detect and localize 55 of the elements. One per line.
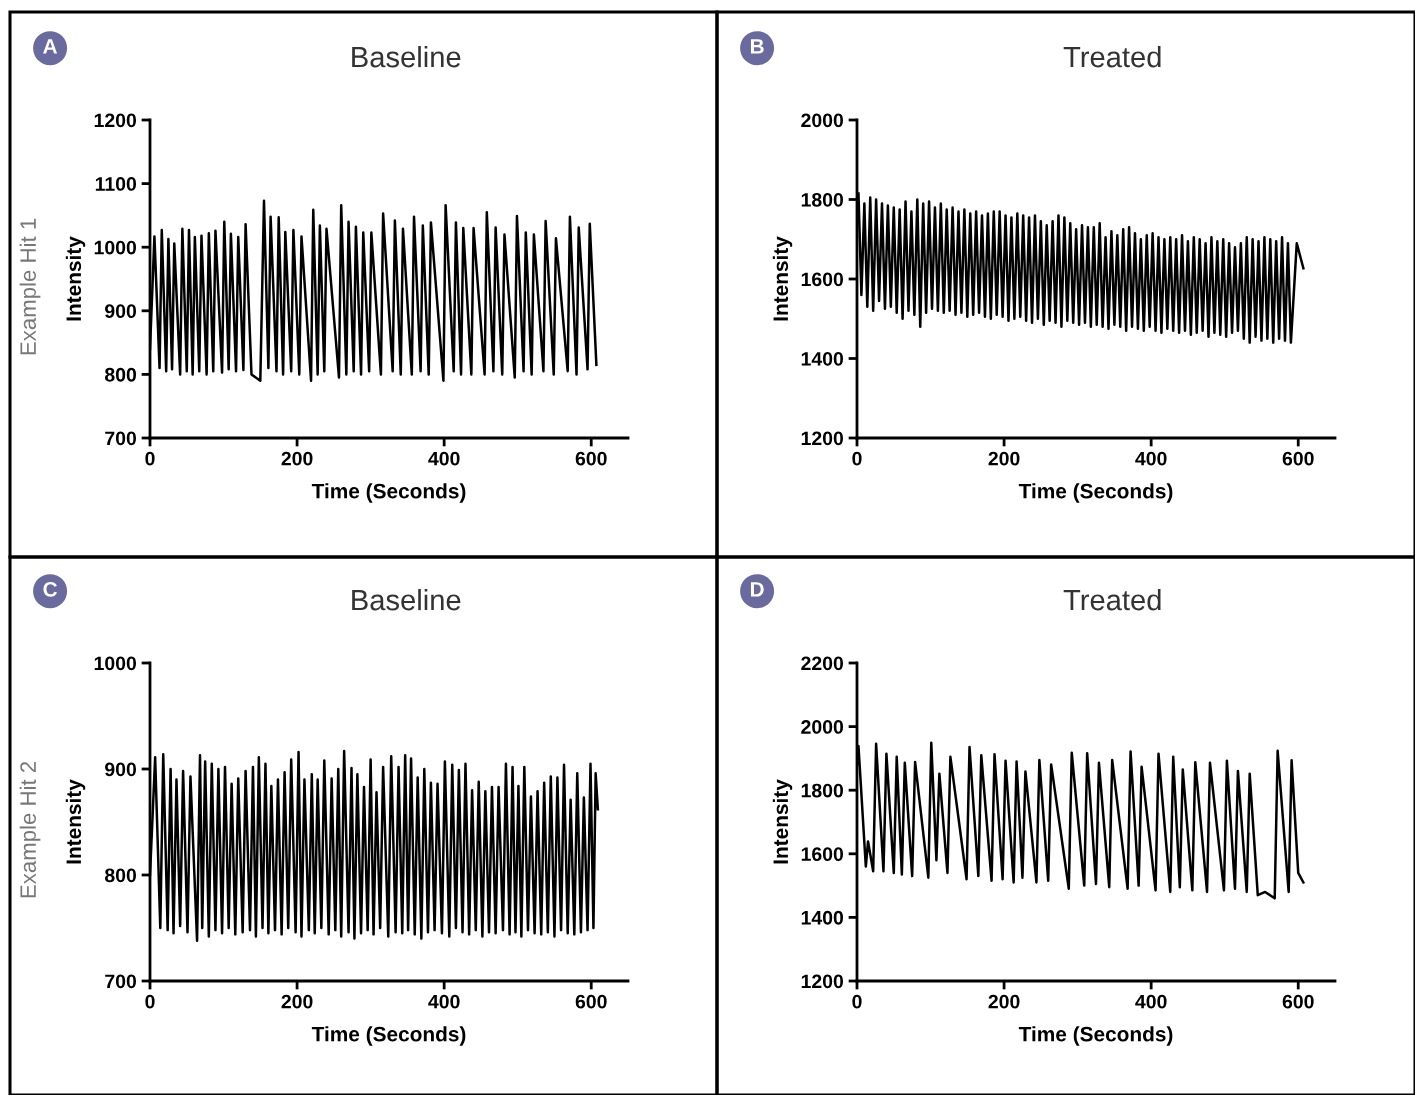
y-tick-label: 1000 bbox=[94, 656, 137, 671]
x-axis-title: Time (Seconds) bbox=[311, 1026, 466, 1046]
y-tick-label: 1200 bbox=[801, 974, 844, 989]
text: Example Hit 2 bbox=[19, 761, 41, 898]
chart-title: Baseline bbox=[352, 588, 461, 611]
x-axis-title: Time (Seconds) bbox=[311, 483, 466, 503]
text: A bbox=[43, 39, 58, 54]
y-tick-label: 700 bbox=[105, 431, 137, 446]
text: Example Hit 1 bbox=[19, 218, 41, 355]
text: D bbox=[750, 582, 764, 597]
y-tick-label: 1200 bbox=[801, 431, 844, 446]
x-axis-title: Time (Seconds) bbox=[1018, 1026, 1173, 1046]
y-tick-label: 1400 bbox=[801, 910, 844, 925]
x-tick-label: 400 bbox=[428, 451, 460, 466]
y-tick-label: 800 bbox=[104, 868, 137, 883]
x-tick-label: 600 bbox=[575, 994, 607, 1009]
y-tick-label: 2200 bbox=[801, 656, 844, 671]
x-tick-label: 200 bbox=[281, 451, 313, 466]
x-tick-label: 600 bbox=[1282, 994, 1314, 1009]
x-tick-label: 0 bbox=[145, 994, 155, 1009]
y-tick-label: 2000 bbox=[801, 720, 844, 734]
y-axis-title: Intensity bbox=[772, 236, 793, 321]
y-tick-label: 2000 bbox=[801, 113, 844, 128]
x-tick-label: 0 bbox=[852, 451, 862, 466]
x-tick-label: 0 bbox=[145, 451, 155, 466]
x-tick-label: 600 bbox=[575, 451, 607, 466]
y-tick-label: 900 bbox=[105, 304, 137, 319]
y-axis-title: Intensity bbox=[65, 236, 86, 321]
y-tick-label: 1800 bbox=[801, 192, 844, 207]
x-tick-label: 200 bbox=[281, 994, 313, 1009]
x-tick-label: 600 bbox=[1282, 451, 1314, 466]
y-tick-label: 1000 bbox=[94, 240, 137, 255]
y-tick-label: 700 bbox=[105, 974, 137, 989]
chart-title: Treated bbox=[1063, 45, 1161, 68]
y-tick-label: 900 bbox=[105, 762, 137, 777]
x-tick-label: 200 bbox=[988, 451, 1020, 466]
x-axis-title: Time (Seconds) bbox=[1018, 483, 1173, 503]
chart-title: Baseline bbox=[352, 45, 461, 68]
text: B bbox=[750, 39, 764, 54]
y-axis-title: Intensity bbox=[65, 779, 86, 864]
x-tick-label: 400 bbox=[428, 994, 460, 1009]
x-tick-label: 0 bbox=[852, 994, 862, 1009]
x-tick-label: 200 bbox=[988, 994, 1020, 1009]
y-tick-label: 800 bbox=[104, 367, 137, 382]
y-tick-label: 1600 bbox=[801, 272, 844, 287]
y-axis-title: Intensity bbox=[772, 779, 793, 864]
y-tick-label: 1200 bbox=[94, 113, 137, 128]
y-tick-label: 1800 bbox=[801, 783, 844, 798]
text: C bbox=[43, 581, 58, 597]
x-tick-label: 400 bbox=[1135, 994, 1167, 1009]
x-tick-label: 400 bbox=[1135, 451, 1167, 466]
chart-title: Treated bbox=[1063, 588, 1161, 611]
y-tick-label: 1400 bbox=[801, 351, 844, 366]
y-tick-label: 1600 bbox=[801, 847, 844, 862]
y-tick-label: 1100 bbox=[95, 177, 137, 191]
